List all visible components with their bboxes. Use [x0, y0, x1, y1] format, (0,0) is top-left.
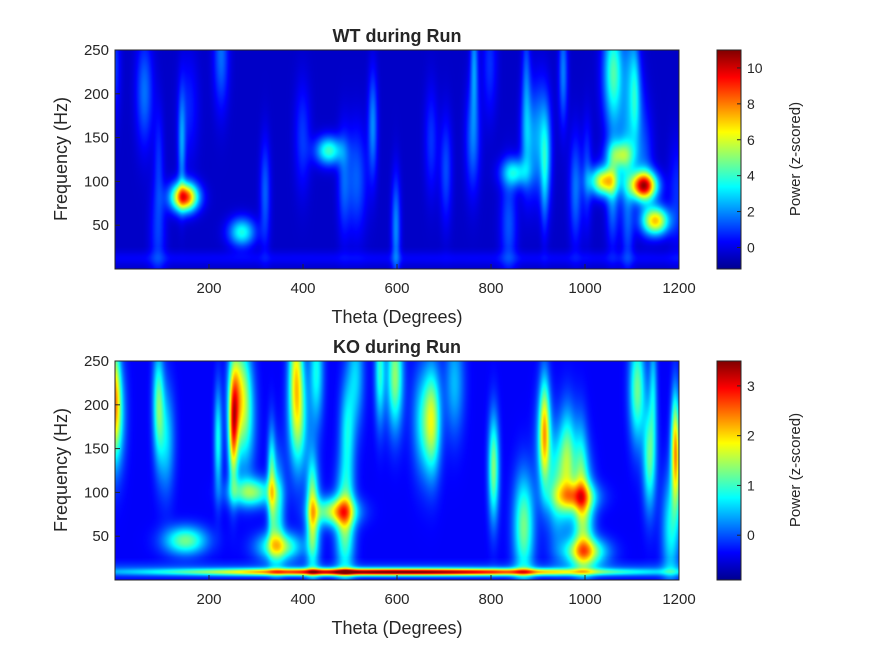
wt-x-ticks: 200 400 600 800 1000 1200: [196, 264, 696, 297]
wt-colorbar-tick-label: 2: [747, 204, 755, 220]
wt-colorbar-tick-label: 6: [747, 132, 755, 148]
wt-x-tick-label: 1000: [568, 280, 601, 297]
ko-x-tick-label: 1000: [568, 591, 601, 608]
ko-colorbar-tick-label: 2: [747, 428, 755, 444]
wt-x-tick-label: 600: [384, 280, 409, 297]
ko-y-tick-label: 50: [92, 528, 109, 545]
wt-colorbar-label: Power (z-scored): [787, 102, 804, 216]
ko-y-axis-label: Frequency (Hz): [51, 408, 71, 532]
ko-x-tick-label: 1200: [662, 591, 695, 608]
ko-x-tick-label: 200: [196, 591, 221, 608]
wt-x-tick-label: 400: [290, 280, 315, 297]
ko-y-ticks: 50 100 150 200 250: [84, 353, 120, 545]
ko-y-tick-label: 250: [84, 353, 109, 370]
wt-y-ticks: 50 100 150 200 250: [84, 42, 120, 234]
wt-title: WT during Run: [333, 26, 462, 46]
wt-x-tick-label: 200: [196, 280, 221, 297]
ko-colorbar-label: Power (z-scored): [787, 413, 804, 527]
wt-x-tick-label: 1200: [662, 280, 695, 297]
wt-heatmap: [115, 50, 679, 269]
wt-y-tick-label: 150: [84, 130, 109, 147]
wt-panel: WT during Run 200 400 600 800 1000 1200 50100…: [51, 26, 804, 327]
ko-x-tick-label: 400: [290, 591, 315, 608]
wt-y-tick-label: 250: [84, 42, 109, 59]
ko-colorbar-ticks: 0 1 2 3: [737, 378, 755, 543]
ko-colorbar: [716, 360, 742, 581]
wt-colorbar-tick-label: 8: [747, 96, 755, 112]
ko-colorbar-tick-label: 0: [747, 527, 755, 543]
ko-x-ticks: 200 400 600 800 1000 1200: [196, 575, 696, 608]
wt-colorbar-tick-label: 0: [747, 239, 755, 255]
wt-colorbar-tick-label: 4: [747, 168, 755, 184]
ko-y-tick-label: 100: [84, 484, 109, 501]
wt-y-axis-label: Frequency (Hz): [51, 97, 71, 221]
ko-y-tick-label: 150: [84, 441, 109, 458]
ko-x-axis-label: Theta (Degrees): [331, 618, 462, 638]
ko-colorbar-tick-label: 3: [747, 378, 755, 394]
ko-x-tick-label: 600: [384, 591, 409, 608]
wt-colorbar-tick-label: 10: [747, 60, 763, 76]
wt-y-tick-label: 50: [92, 217, 109, 234]
ko-x-tick-label: 800: [478, 591, 503, 608]
ko-panel: KO during Run 200 400 600 800 1000 1200 50100…: [51, 337, 804, 638]
ko-heatmap: [115, 361, 679, 580]
wt-x-tick-label: 800: [478, 280, 503, 297]
ko-colorbar-tick-label: 1: [747, 477, 755, 493]
wt-colorbar-ticks: 0 2 4 6 8 10: [737, 60, 763, 255]
wt-y-tick-label: 100: [84, 173, 109, 190]
ko-y-tick-label: 200: [84, 397, 109, 414]
wt-x-axis-label: Theta (Degrees): [331, 307, 462, 327]
wt-colorbar: [716, 49, 742, 270]
wt-y-tick-label: 200: [84, 86, 109, 103]
ko-title: KO during Run: [333, 337, 461, 357]
